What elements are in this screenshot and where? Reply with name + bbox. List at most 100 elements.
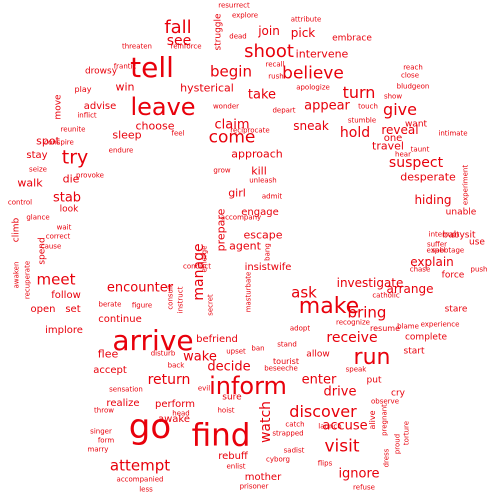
word-form: form (97, 436, 115, 445)
word-sleep: sleep (112, 128, 142, 142)
word-attribute: attribute (290, 15, 322, 24)
word-implore: implore (45, 325, 83, 336)
word-head: head (172, 409, 190, 418)
word-control: control (7, 198, 33, 207)
word-chase: chase (409, 265, 431, 274)
word-singer: singer (90, 427, 112, 436)
word-decide: decide (207, 359, 251, 375)
word-reinforce: reinforce (170, 42, 202, 51)
word-join: join (258, 24, 280, 38)
word-suffer: suffer (426, 240, 448, 249)
word-reunite: reunite (60, 125, 86, 134)
word-want: want (404, 119, 428, 130)
word-follow: follow (51, 290, 81, 301)
word-consult: consult (166, 284, 175, 310)
word-turn: turn (342, 83, 376, 102)
word-suspect: suspect (388, 155, 444, 171)
word-taunt: taunt (410, 145, 430, 154)
word-dress: dress (382, 448, 391, 468)
word-stab: stab (52, 190, 82, 206)
word-cyborg: cyborg (266, 455, 290, 464)
word-wait: wait (56, 223, 72, 232)
word-attempt: attempt (109, 456, 171, 475)
word-start: start (403, 346, 425, 357)
word-stay: stay (26, 150, 48, 161)
word-mother: mother (244, 472, 282, 483)
word-launch: launch (318, 422, 342, 431)
word-spend: spend (37, 237, 48, 265)
word-complete: complete (404, 332, 448, 343)
word-accuse: accuse (322, 418, 368, 434)
word-admit: admit (261, 192, 283, 201)
word-wonder: wonder (212, 102, 240, 111)
word-hysterical: hysterical (180, 81, 234, 95)
word-advise: advise (83, 101, 117, 112)
word-run: run (353, 345, 391, 370)
word-drowsy: drowsy (84, 66, 118, 77)
word-grow: grow (213, 166, 231, 175)
word-allow: allow (306, 349, 330, 360)
word-wake: wake (183, 349, 217, 365)
word-less: less (139, 485, 153, 494)
word-refuse: refuse (353, 483, 375, 492)
word-proud: proud (393, 433, 402, 455)
word-enter: enter (301, 372, 337, 388)
word-fall: fall (164, 17, 192, 38)
word-show: show (383, 92, 403, 101)
word-push: push (470, 265, 488, 274)
word-conspire: conspire (44, 138, 74, 147)
word-return: return (147, 372, 191, 388)
word-observe: observe (370, 397, 400, 406)
word-prisoner: prisoner (239, 482, 269, 491)
word-escape: escape (243, 228, 283, 242)
word-explain: explain (410, 255, 454, 269)
word-accompany: accompany (220, 213, 262, 222)
word-believe: believe (282, 63, 344, 84)
word-bludgeon: bludgeon (396, 82, 430, 91)
word-hold: hold (339, 125, 371, 141)
word-pick: pick (290, 26, 316, 40)
word-blame: blame (397, 322, 419, 331)
word-discover: discover (289, 402, 357, 421)
word-speak: speak (345, 365, 367, 374)
word-masturbate: masturbate (244, 271, 253, 313)
word-try: try (61, 146, 89, 169)
word-berate: berate (98, 300, 122, 309)
word-travel: travel (372, 139, 404, 153)
word-frantic: frantic (113, 62, 137, 71)
word-tourist: tourist (273, 357, 299, 366)
word-one: one (383, 133, 403, 144)
word-embrace: embrace (332, 33, 372, 44)
word-receive: receive (326, 330, 378, 346)
word-seize: seize (29, 165, 47, 174)
word-continue: continue (98, 314, 142, 325)
word-catch: catch (285, 420, 305, 429)
word-emerge: emerge (200, 245, 209, 273)
word-move: move (53, 94, 64, 120)
word-unleash: unleash (249, 176, 277, 185)
word-stumble: stumble (347, 116, 377, 125)
word-take: take (247, 87, 277, 103)
word-struggle: struggle (213, 13, 224, 51)
word-upset: upset (226, 347, 246, 356)
word-befriend: befriend (196, 334, 238, 345)
word-investigate: investigate (336, 276, 404, 290)
word-set: set (65, 304, 81, 315)
word-give: give (383, 100, 417, 119)
word-flee: flee (97, 347, 119, 361)
word-enlist: enlist (226, 462, 246, 471)
word-pregnant: pregnant (380, 404, 389, 436)
word-experience: experience (420, 320, 460, 329)
word-appear: appear (304, 98, 350, 114)
word-put: put (366, 375, 382, 386)
word-evil: evil (197, 384, 211, 393)
word-strapped: strapped (272, 429, 304, 438)
word-inflict: inflict (77, 111, 97, 120)
word-unable: unable (445, 207, 477, 218)
word-cause: cause (40, 242, 62, 251)
word-disturb: disturb (150, 349, 176, 358)
word-choose: choose (135, 119, 175, 133)
word-bang: bang (263, 243, 272, 261)
word-realize: realize (106, 398, 140, 409)
word-sadist: sadist (283, 446, 305, 455)
